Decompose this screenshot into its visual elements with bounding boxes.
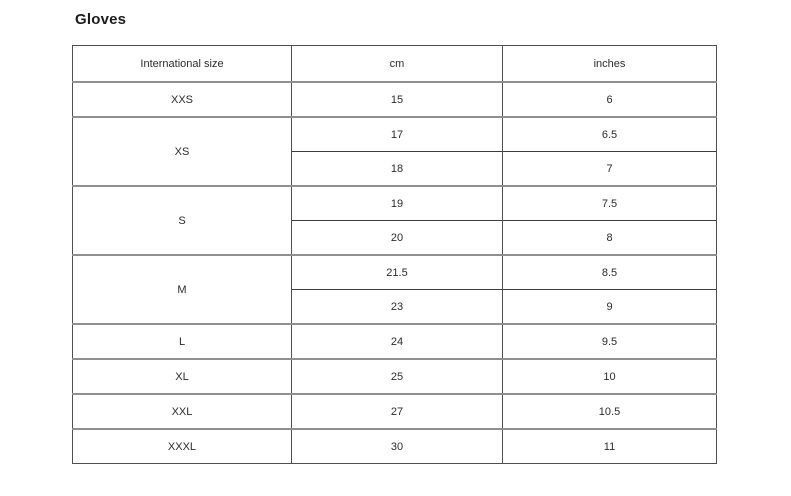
size-cell: S	[72, 185, 292, 255]
table-row: S 19 7.5	[72, 185, 717, 255]
cm-cell: 25	[291, 358, 503, 394]
table-row: XXXL 30 11	[72, 428, 717, 464]
page-title: Gloves	[75, 11, 127, 28]
inches-cell: 8	[502, 220, 717, 255]
table-row: XL 25 10	[72, 358, 717, 394]
table-row: XS 17 6.5	[72, 116, 717, 186]
glove-size-table: International size cm inches XXS 15 6 XS 17 6…	[72, 45, 717, 464]
cm-cell: 30	[291, 428, 503, 464]
column-header-international-size: International size	[72, 45, 292, 83]
size-cell: M	[72, 254, 292, 324]
table-row: M 21.5 8.5	[72, 254, 717, 324]
table-row: 20 8	[73, 220, 717, 255]
size-cell: XL	[72, 358, 292, 394]
inches-cell: 10.5	[502, 393, 717, 429]
inches-cell: 7.5	[502, 185, 717, 221]
inches-cell: 9	[502, 289, 717, 324]
cm-cell: 15	[291, 81, 503, 117]
inches-cell: 11	[502, 428, 717, 464]
header-row: International size cm inches	[72, 45, 717, 83]
inches-cell: 8.5	[502, 254, 717, 290]
table-row: 18 7	[73, 151, 717, 186]
inches-cell: 9.5	[502, 323, 717, 359]
cm-cell: 18	[291, 151, 503, 186]
inches-cell: 6.5	[502, 116, 717, 152]
cm-cell: 23	[291, 289, 503, 324]
table-row: L 24 9.5	[72, 323, 717, 359]
inches-cell: 6	[502, 81, 717, 117]
table-body: XXS 15 6 XS 17 6.5 18 7 S 19 7.5 20 8 M 21.5 8.5 23 9 L 24 9…	[72, 81, 717, 464]
size-cell: L	[72, 323, 292, 359]
size-cell: XS	[72, 116, 292, 186]
column-header-cm: cm	[291, 45, 503, 83]
cm-cell: 19	[291, 185, 503, 221]
size-cell: XXXL	[72, 428, 292, 464]
size-cell: XXL	[72, 393, 292, 429]
table-row: XXL 27 10.5	[72, 393, 717, 429]
inches-cell: 7	[502, 151, 717, 186]
inches-cell: 10	[502, 358, 717, 394]
table-row: XXS 15 6	[72, 81, 717, 117]
column-header-inches: inches	[502, 45, 717, 83]
cm-cell: 20	[291, 220, 503, 255]
cm-cell: 17	[291, 116, 503, 152]
size-cell: XXS	[72, 81, 292, 117]
cm-cell: 27	[291, 393, 503, 429]
cm-cell: 21.5	[291, 254, 503, 290]
cm-cell: 24	[291, 323, 503, 359]
table-row: 23 9	[73, 289, 717, 324]
